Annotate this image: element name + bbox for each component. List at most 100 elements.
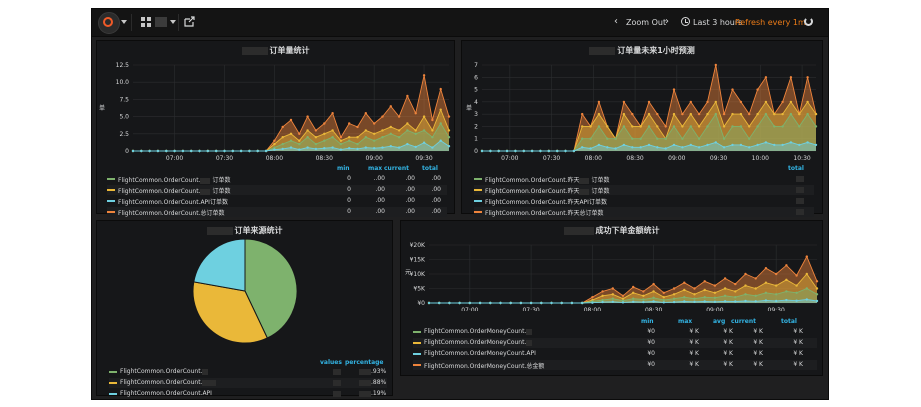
data-point[interactable] bbox=[706, 100, 709, 104]
panel-title[interactable]: 订单量统计 bbox=[97, 45, 454, 56]
data-point[interactable] bbox=[639, 137, 642, 140]
data-point[interactable] bbox=[331, 112, 334, 115]
data-point[interactable] bbox=[656, 112, 659, 116]
data-point[interactable] bbox=[611, 300, 614, 303]
data-point[interactable] bbox=[642, 290, 645, 293]
data-point[interactable] bbox=[530, 149, 534, 153]
data-point[interactable] bbox=[581, 137, 584, 140]
legend-item[interactable]: FlightCommon.OrderMoneyCount.API ¥0 ¥ K … bbox=[413, 349, 817, 359]
data-point[interactable] bbox=[734, 282, 737, 286]
data-point[interactable] bbox=[764, 267, 768, 270]
data-point[interactable] bbox=[693, 300, 696, 303]
data-point[interactable] bbox=[714, 141, 717, 144]
share-icon[interactable] bbox=[184, 16, 195, 27]
data-point[interactable] bbox=[348, 139, 351, 142]
chart-order-source[interactable] bbox=[97, 221, 394, 351]
data-point[interactable] bbox=[754, 300, 757, 303]
data-point[interactable] bbox=[273, 148, 276, 151]
data-point[interactable] bbox=[815, 299, 819, 303]
data-point[interactable] bbox=[478, 301, 482, 305]
legend-item[interactable]: FlightCommon.OrderCount.昨天 订单数 bbox=[474, 185, 814, 195]
data-point[interactable] bbox=[289, 118, 293, 122]
data-point[interactable] bbox=[739, 100, 743, 104]
data-point[interactable] bbox=[560, 301, 563, 305]
data-point[interactable] bbox=[298, 139, 301, 142]
data-point[interactable] bbox=[431, 136, 434, 139]
data-point[interactable] bbox=[775, 299, 778, 303]
data-point[interactable] bbox=[458, 301, 461, 305]
data-point[interactable] bbox=[756, 143, 759, 147]
data-point[interactable] bbox=[631, 137, 634, 140]
data-point[interactable] bbox=[597, 143, 601, 147]
data-point[interactable] bbox=[775, 272, 778, 276]
data-point[interactable] bbox=[681, 146, 684, 149]
legend-header-current[interactable]: current bbox=[384, 165, 409, 172]
data-point[interactable] bbox=[785, 290, 788, 293]
data-point[interactable] bbox=[662, 291, 665, 294]
legend-header-avg[interactable]: avg bbox=[713, 318, 726, 325]
data-point[interactable] bbox=[672, 88, 676, 91]
data-point[interactable] bbox=[805, 272, 808, 276]
data-point[interactable] bbox=[683, 281, 686, 284]
legend-header-max[interactable]: max bbox=[678, 318, 693, 325]
data-point[interactable] bbox=[439, 87, 442, 91]
data-point[interactable] bbox=[373, 132, 376, 135]
data-point[interactable] bbox=[611, 287, 614, 290]
data-point[interactable] bbox=[406, 142, 409, 146]
data-point[interactable] bbox=[406, 94, 409, 98]
data-point[interactable] bbox=[722, 146, 726, 149]
legend-item[interactable]: FlightCommon.OrderMoneyCount. ¥0 ¥ K ¥ K… bbox=[413, 338, 817, 348]
data-point[interactable] bbox=[439, 122, 442, 125]
data-point[interactable] bbox=[703, 296, 706, 299]
data-point[interactable] bbox=[389, 105, 392, 108]
data-point[interactable] bbox=[631, 146, 634, 149]
data-point[interactable] bbox=[723, 287, 727, 290]
data-point[interactable] bbox=[339, 142, 343, 146]
data-point[interactable] bbox=[703, 300, 706, 303]
data-point[interactable] bbox=[239, 149, 243, 153]
data-point[interactable] bbox=[356, 125, 359, 129]
data-point[interactable] bbox=[397, 136, 401, 139]
data-point[interactable] bbox=[632, 291, 635, 294]
data-point[interactable] bbox=[714, 112, 717, 116]
data-point[interactable] bbox=[662, 298, 665, 302]
legend-item[interactable]: FlightCommon.OrderCount. .93% bbox=[109, 367, 387, 377]
data-point[interactable] bbox=[601, 290, 604, 293]
data-point[interactable] bbox=[706, 125, 709, 128]
data-point[interactable] bbox=[621, 297, 625, 300]
data-point[interactable] bbox=[706, 112, 709, 116]
data-point[interactable] bbox=[642, 298, 645, 301]
data-point[interactable] bbox=[148, 149, 151, 153]
data-point[interactable] bbox=[697, 112, 701, 116]
data-point[interactable] bbox=[611, 297, 614, 300]
data-point[interactable] bbox=[348, 147, 351, 150]
data-point[interactable] bbox=[622, 125, 626, 128]
data-point[interactable] bbox=[597, 125, 601, 128]
data-point[interactable] bbox=[489, 301, 492, 305]
data-point[interactable] bbox=[785, 298, 788, 302]
data-point[interactable] bbox=[683, 296, 686, 299]
data-point[interactable] bbox=[731, 143, 734, 147]
data-point[interactable] bbox=[672, 300, 676, 304]
pie-slice[interactable] bbox=[192, 281, 268, 344]
data-point[interactable] bbox=[273, 142, 276, 146]
data-point[interactable] bbox=[621, 294, 625, 297]
data-point[interactable] bbox=[814, 112, 818, 116]
data-point[interactable] bbox=[591, 301, 594, 304]
data-point[interactable] bbox=[348, 122, 351, 125]
data-point[interactable] bbox=[323, 132, 326, 135]
legend-header-min[interactable]: min bbox=[641, 318, 654, 325]
data-point[interactable] bbox=[529, 301, 533, 305]
data-point[interactable] bbox=[713, 291, 717, 294]
data-point[interactable] bbox=[215, 149, 218, 153]
data-point[interactable] bbox=[805, 255, 808, 258]
data-point[interactable] bbox=[373, 122, 376, 125]
data-point[interactable] bbox=[381, 136, 384, 139]
data-point[interactable] bbox=[589, 137, 592, 140]
data-point[interactable] bbox=[723, 294, 727, 297]
data-point[interactable] bbox=[509, 301, 512, 305]
data-point[interactable] bbox=[206, 149, 209, 153]
data-point[interactable] bbox=[314, 142, 318, 146]
data-point[interactable] bbox=[773, 143, 776, 147]
data-point[interactable] bbox=[422, 115, 426, 118]
